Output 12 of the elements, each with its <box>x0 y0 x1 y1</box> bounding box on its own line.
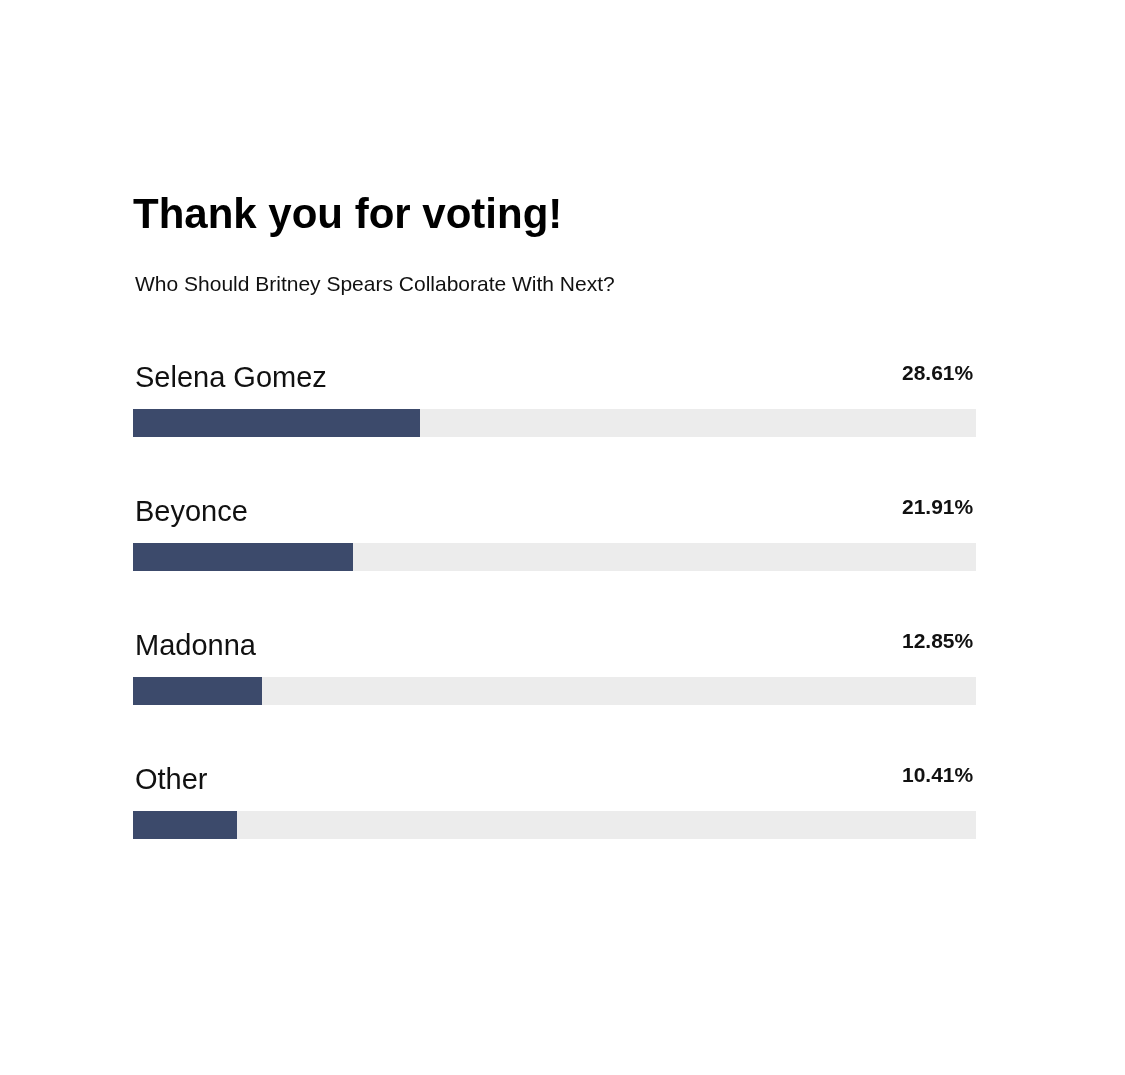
data-label: 28.61% <box>902 361 974 384</box>
data-label: 21.91% <box>902 495 974 518</box>
bar <box>133 677 262 705</box>
chart-title: Thank you for voting! <box>133 189 563 237</box>
bar <box>133 811 237 839</box>
y-tick-label: Other <box>135 763 208 795</box>
y-tick-label: Selena Gomez <box>135 361 327 393</box>
chart-subtitle: Who Should Britney Spears Collaborate With Next? <box>135 272 615 295</box>
data-label: 10.41% <box>902 763 974 786</box>
y-tick-label: Beyonce <box>135 495 248 527</box>
y-tick-label: Madonna <box>135 629 257 661</box>
data-label: 12.85% <box>902 629 974 652</box>
